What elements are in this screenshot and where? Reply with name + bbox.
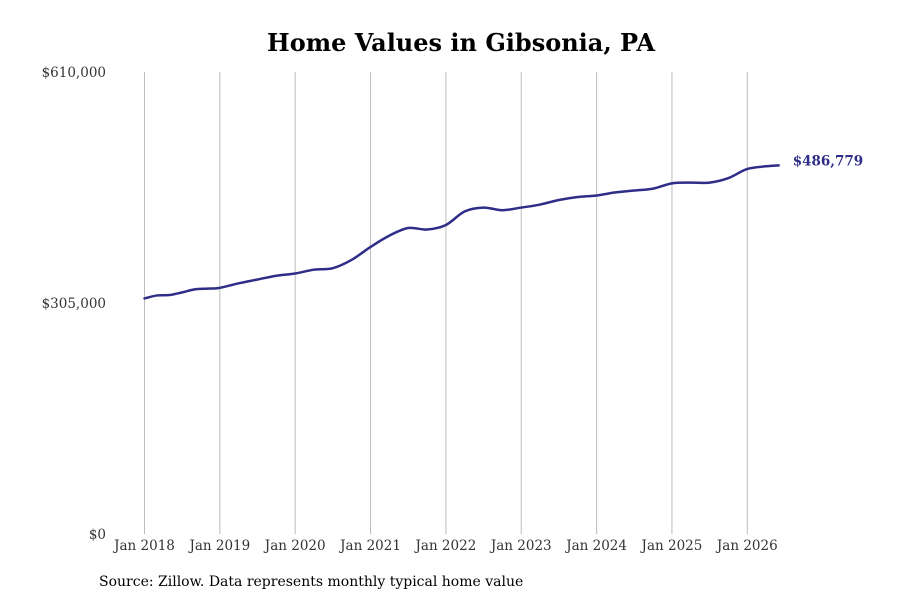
source-note: Source: Zillow. Data represents monthly … — [99, 574, 524, 590]
end-value-label: $486,779 — [793, 153, 863, 169]
data-labels: $486,779 — [793, 153, 863, 169]
y-tick-label: $0 — [89, 527, 106, 543]
x-tick-label: Jan 2021 — [338, 538, 401, 554]
x-tick-label: Jan 2019 — [187, 538, 250, 554]
y-tick-label: $610,000 — [42, 65, 106, 81]
chart-title: Home Values in Gibsonia, PA — [267, 28, 655, 57]
x-tick-label: Jan 2018 — [112, 538, 175, 554]
y-tick-label: $305,000 — [42, 296, 106, 312]
x-tick-label: Jan 2025 — [640, 538, 703, 554]
x-tick-label: Jan 2026 — [715, 538, 778, 554]
x-tick-label: Jan 2023 — [489, 538, 552, 554]
x-tick-label: Jan 2022 — [413, 538, 476, 554]
y-axis-ticks: $0 $305,000 $610,000 — [42, 65, 106, 543]
series-line-0 — [143, 164, 780, 300]
series-lines — [143, 164, 780, 300]
gridlines — [144, 72, 748, 534]
x-tick-label: Jan 2020 — [263, 538, 326, 554]
x-axis-ticks: Jan 2018 Jan 2019 Jan 2020 Jan 2021 Jan 2022… — [112, 538, 778, 554]
x-tick-label: Jan 2024 — [564, 538, 627, 554]
